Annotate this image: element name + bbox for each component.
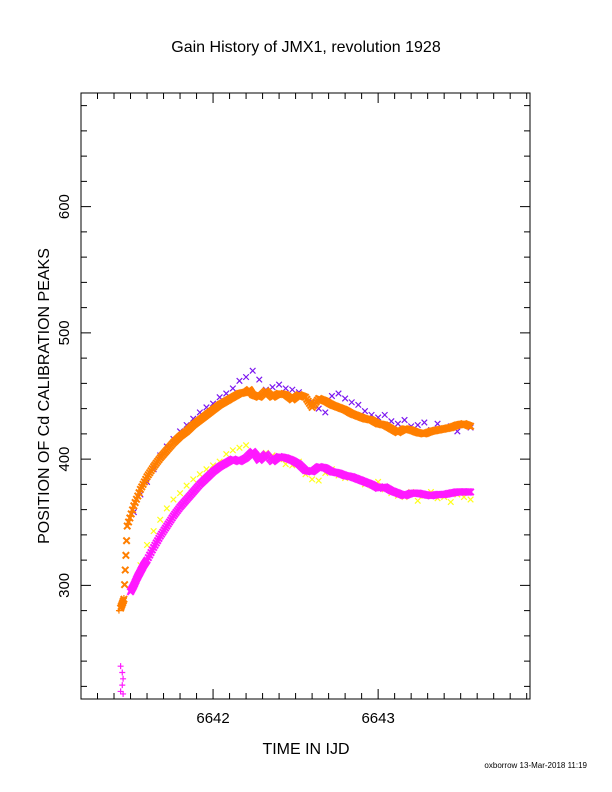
data-point <box>120 675 127 682</box>
data-point <box>466 422 475 431</box>
data-point <box>421 419 428 426</box>
data-point <box>269 383 276 391</box>
data-point <box>183 482 190 489</box>
data-point <box>120 580 129 589</box>
data-point <box>119 669 126 676</box>
data-points <box>115 367 475 697</box>
data-point <box>117 663 124 670</box>
data-point <box>196 471 204 478</box>
data-point <box>322 409 329 416</box>
data-point <box>150 527 157 535</box>
data-point <box>242 442 250 449</box>
y-tick-label: 600 <box>56 194 73 219</box>
data-point <box>289 386 296 393</box>
x-tick-label: 6643 <box>361 710 394 727</box>
data-point <box>121 566 130 574</box>
data-point <box>434 420 441 427</box>
data-point <box>157 516 164 523</box>
data-point <box>308 476 316 483</box>
data-point <box>249 367 256 374</box>
y-tick-label: 400 <box>56 447 73 472</box>
data-point <box>256 376 263 383</box>
data-point <box>361 407 369 415</box>
data-point <box>394 420 402 427</box>
data-point <box>315 477 322 484</box>
data-point <box>120 595 127 601</box>
data-point <box>282 385 289 392</box>
data-point <box>190 476 197 483</box>
data-point <box>229 447 237 454</box>
tick-labels: 6642 6643 300 400 500 600 <box>56 194 395 727</box>
data-point <box>170 496 177 503</box>
data-point <box>275 381 283 388</box>
data-point <box>229 385 237 392</box>
data-point <box>122 536 131 545</box>
data-point <box>236 377 243 385</box>
data-point <box>120 690 127 697</box>
data-point <box>335 390 342 397</box>
data-point <box>401 416 408 424</box>
series-3 <box>126 447 475 596</box>
series-4 <box>117 663 127 697</box>
plot-area-frame <box>80 92 531 700</box>
x-tick-label: 6642 <box>196 710 229 727</box>
y-axis-label: POSITION OF Cd CALIBRATION PEAKS <box>36 248 53 544</box>
data-point <box>117 602 124 609</box>
data-point <box>414 421 421 429</box>
data-point <box>143 541 151 549</box>
data-point <box>328 392 336 400</box>
axis-ticks <box>81 93 530 699</box>
data-point <box>115 607 122 614</box>
data-point <box>163 505 171 512</box>
chart-title: Gain History of JMX1, revolution 1928 <box>171 39 441 56</box>
data-point <box>119 682 126 689</box>
data-point <box>176 489 184 497</box>
data-point <box>355 401 362 409</box>
series-1 <box>116 385 475 613</box>
data-point <box>467 496 474 503</box>
series-5 <box>115 595 127 614</box>
data-point <box>121 551 130 560</box>
data-point <box>242 373 250 381</box>
data-point <box>414 497 421 505</box>
data-point <box>447 498 454 506</box>
data-point <box>466 488 475 496</box>
y-tick-label: 300 <box>56 573 73 598</box>
data-point <box>236 444 243 451</box>
x-axis-label: TIME IN IJD <box>262 741 349 758</box>
data-point <box>223 450 230 458</box>
y-tick-label: 500 <box>56 320 73 345</box>
data-point <box>348 399 355 406</box>
data-point <box>381 411 388 419</box>
data-point <box>341 395 349 402</box>
footer-credit: oxborrow 13-Mar-2018 11:19 <box>484 761 587 770</box>
